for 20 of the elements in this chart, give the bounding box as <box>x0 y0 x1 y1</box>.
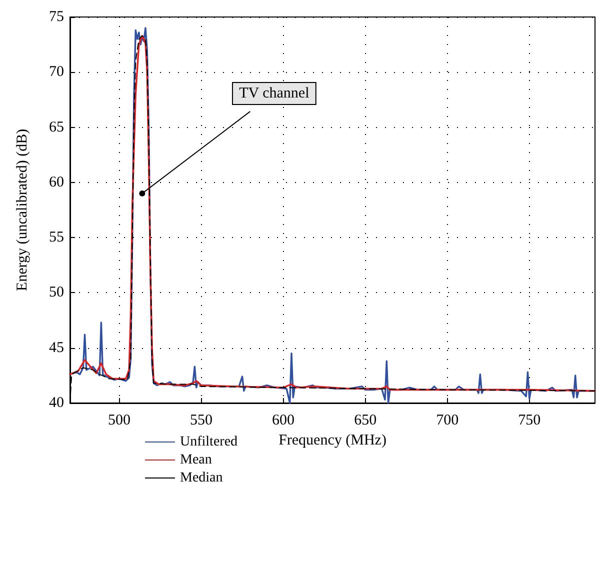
x-tick-label: 700 <box>436 412 459 428</box>
y-tick-label: 50 <box>49 284 64 301</box>
annotation: TV channel <box>239 85 310 102</box>
x-tick-label: 600 <box>272 412 295 428</box>
legend-label: Median <box>180 470 223 486</box>
legend-label: Mean <box>180 452 212 468</box>
x-tick-label: 550 <box>190 412 212 428</box>
legend-label: Unfiltered <box>180 434 238 450</box>
x-tick-label: 500 <box>108 412 130 428</box>
y-tick-label: 65 <box>49 119 64 136</box>
x-tick-label: 650 <box>354 412 377 428</box>
y-tick-label: 55 <box>49 230 64 246</box>
y-tick-label: 60 <box>49 174 64 190</box>
x-tick-label: 750 <box>518 412 541 428</box>
y-axis-title: Energy (uncalibrated) (dB) <box>14 128 30 292</box>
y-tick-label: 75 <box>49 9 64 25</box>
x-axis-title: Frequency (MHz) <box>278 432 386 448</box>
y-tick-label: 40 <box>49 395 64 411</box>
y-tick-label: 70 <box>49 64 64 80</box>
y-tick-label: 45 <box>49 340 64 356</box>
